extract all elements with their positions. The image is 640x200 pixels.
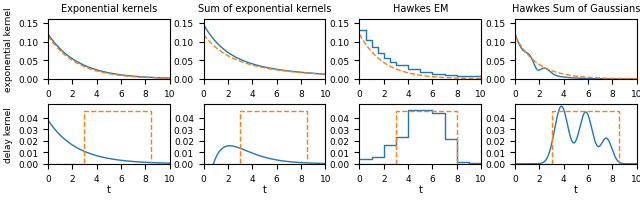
Title: Exponential kernels: Exponential kernels — [61, 4, 157, 14]
Title: Hawkes Sum of Gaussians: Hawkes Sum of Gaussians — [512, 4, 640, 14]
X-axis label: t: t — [107, 184, 111, 194]
X-axis label: t: t — [262, 184, 266, 194]
X-axis label: t: t — [574, 184, 578, 194]
Title: Hawkes EM: Hawkes EM — [392, 4, 448, 14]
Y-axis label: exponential kernel: exponential kernel — [4, 8, 13, 92]
Y-axis label: delay kernel: delay kernel — [4, 106, 13, 162]
X-axis label: t: t — [419, 184, 422, 194]
Title: Sum of exponential kernels: Sum of exponential kernels — [198, 4, 332, 14]
